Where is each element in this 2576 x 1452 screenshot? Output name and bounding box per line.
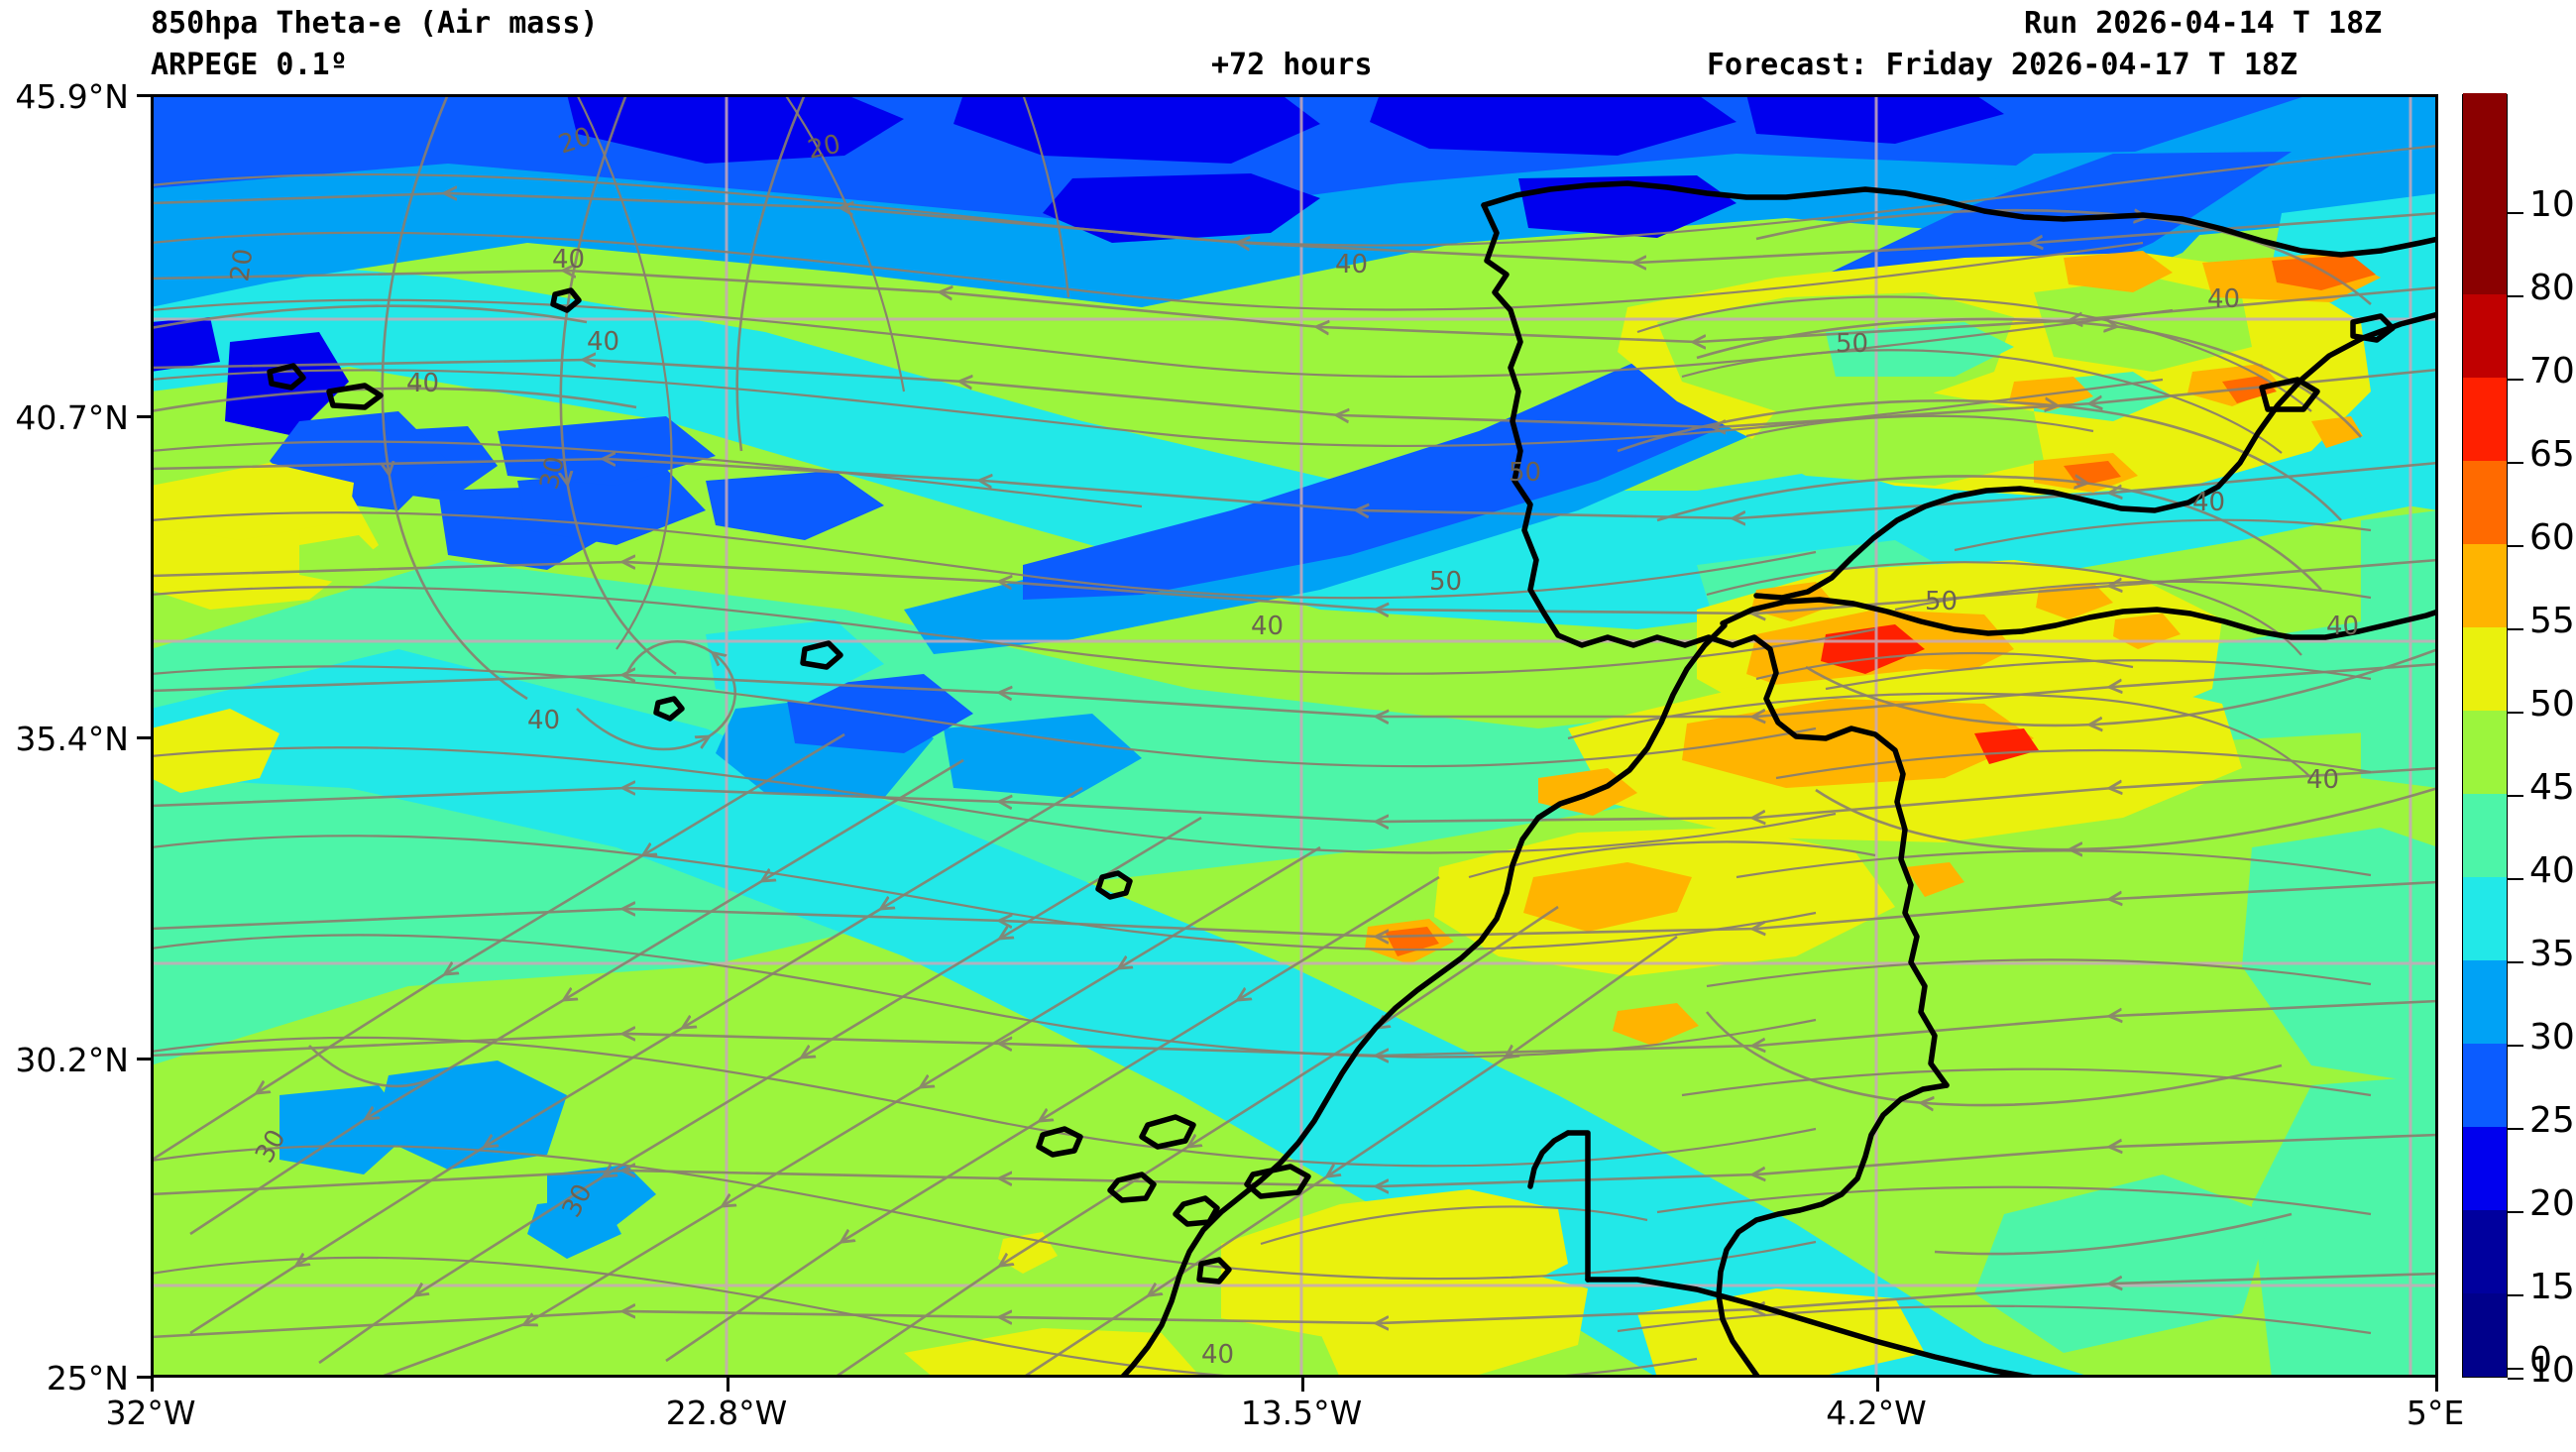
colorbar-label-70: 70 xyxy=(2529,351,2575,391)
colorbar-label-55: 55 xyxy=(2529,601,2575,641)
colorbar-label-20: 20 xyxy=(2529,1183,2575,1224)
contour-label: 40 xyxy=(2207,284,2240,314)
colorbar-label-80: 80 xyxy=(2529,268,2575,308)
colorbar-tick xyxy=(2508,878,2523,880)
y-axis-label-1: 40.7°N xyxy=(15,398,129,437)
x-tick-mark xyxy=(1876,1378,1879,1392)
colorbar-tick xyxy=(2508,1045,2523,1047)
contour-label: 40 xyxy=(1335,250,1368,279)
colorbar-tick xyxy=(2508,628,2523,630)
y-axis-label-4: 25°N xyxy=(46,1359,129,1397)
colorbar-tick xyxy=(2508,1211,2523,1213)
y-tick-mark xyxy=(137,1058,151,1061)
colorbar-label-25: 25 xyxy=(2529,1100,2575,1141)
colorbar-segment-25-30 xyxy=(2463,960,2507,1044)
contour-label: 40 xyxy=(2192,488,2225,517)
contour-label: 30 xyxy=(535,454,571,493)
colorbar-tick xyxy=(2508,212,2523,214)
model-run-label: Run 2026-04-14 T 18Z xyxy=(2024,6,2383,41)
colorbar-tick xyxy=(2508,961,2523,963)
colorbar-tick xyxy=(2508,1294,2523,1296)
contour-label: 40 xyxy=(2306,765,2339,795)
x-axis-label-2: 13.5°W xyxy=(1240,1394,1363,1432)
forecast-lead-time: +72 hours xyxy=(1211,48,1373,82)
colorbar-segment-10-15 xyxy=(2463,1210,2507,1293)
colorbar-segment-30-35 xyxy=(2463,877,2507,960)
contour-label: 50 xyxy=(1925,587,1958,616)
x-axis-label-3: 4.2°W xyxy=(1826,1394,1927,1432)
contour-label: 40 xyxy=(1251,612,1284,641)
y-tick-mark xyxy=(137,94,151,97)
x-tick-mark xyxy=(727,1378,729,1392)
y-axis-label-2: 35.4°N xyxy=(15,720,129,758)
contour-label: 40 xyxy=(1201,1340,1234,1370)
x-tick-mark xyxy=(1301,1378,1304,1392)
colorbar-label-65: 65 xyxy=(2529,434,2575,475)
colorbar-segment-55-60 xyxy=(2463,461,2507,544)
colorbar-segment-60-65 xyxy=(2463,378,2507,461)
contour-label: 40 xyxy=(2326,612,2359,641)
contour-label: 40 xyxy=(406,369,439,398)
y-tick-mark xyxy=(137,415,151,418)
colorbar-segment-15-20 xyxy=(2463,1127,2507,1210)
colorbar-tick xyxy=(2508,462,2523,464)
theta-e-colorbar[interactable] xyxy=(2462,93,2508,1378)
contour-label: 50 xyxy=(1509,458,1541,488)
colorbar-segment-20-25 xyxy=(2463,1044,2507,1127)
wind-streamlines xyxy=(151,94,2438,1378)
colorbar-label-100: 100 xyxy=(2529,184,2576,225)
colorbar-tick xyxy=(2508,379,2523,381)
colorbar-segment-45-50 xyxy=(2463,627,2507,711)
forecast-valid-label: Forecast: Friday 2026-04-17 T 18Z xyxy=(1707,48,2298,82)
colorbar-tick xyxy=(2508,545,2523,547)
y-axis-label-0: 45.9°N xyxy=(15,77,129,116)
colorbar-segment-65-70 xyxy=(2463,294,2507,378)
y-tick-mark xyxy=(137,736,151,739)
colorbar-label-0: 0 xyxy=(2529,1340,2552,1381)
contour-label: 50 xyxy=(1836,329,1868,359)
colorbar-segment-50-55 xyxy=(2463,544,2507,627)
contour-label: 50 xyxy=(1429,567,1462,597)
x-axis-label-4: 5°E xyxy=(2406,1394,2465,1432)
colorbar-segment-80-100 xyxy=(2463,93,2507,211)
colorbar-label-35: 35 xyxy=(2529,934,2575,974)
colorbar-tick xyxy=(2508,295,2523,297)
colorbar-segment-70-80 xyxy=(2463,211,2507,294)
coastline xyxy=(267,180,2438,1378)
map-plot-area[interactable]: 20 20 20 30 30 30 40 40 40 40 40 40 40 4… xyxy=(151,94,2438,1378)
y-axis-label-3: 30.2°N xyxy=(15,1041,129,1079)
x-tick-mark xyxy=(151,1378,154,1392)
contour-label: 40 xyxy=(587,327,619,357)
x-axis-label-0: 32°W xyxy=(105,1394,196,1432)
contour-label: 20 xyxy=(225,247,259,283)
colorbar-label-30: 30 xyxy=(2529,1017,2575,1058)
colorbar-tick xyxy=(2508,1368,2523,1370)
map-canvas: 20 20 20 30 30 30 40 40 40 40 40 40 40 4… xyxy=(151,94,2438,1378)
colorbar-label-15: 15 xyxy=(2529,1267,2575,1307)
colorbar-tick xyxy=(2508,1128,2523,1130)
colorbar-segment-35-40 xyxy=(2463,794,2507,877)
colorbar-label-40: 40 xyxy=(2529,850,2575,891)
colorbar-tick xyxy=(2508,795,2523,797)
colorbar-label-50: 50 xyxy=(2529,684,2575,725)
page-title: 850hpa Theta-e (Air mass) xyxy=(151,6,599,41)
colorbar-label-45: 45 xyxy=(2529,767,2575,808)
colorbar-segment-0-10 xyxy=(2463,1293,2507,1377)
model-label: ARPEGE 0.1º xyxy=(151,48,348,82)
colorbar-label-60: 60 xyxy=(2529,517,2575,558)
colorbar-label-10: 10 xyxy=(2529,1350,2575,1391)
colorbar-tick xyxy=(2508,1378,2523,1380)
colorbar-tick xyxy=(2508,712,2523,714)
contour-label: 40 xyxy=(527,706,560,735)
x-axis-label-1: 22.8°W xyxy=(665,1394,788,1432)
contour-label: 40 xyxy=(552,245,585,275)
contour-label: 20 xyxy=(805,130,843,166)
x-tick-mark xyxy=(2435,1378,2438,1392)
colorbar-segment-40-45 xyxy=(2463,711,2507,794)
y-tick-mark xyxy=(137,1376,151,1379)
